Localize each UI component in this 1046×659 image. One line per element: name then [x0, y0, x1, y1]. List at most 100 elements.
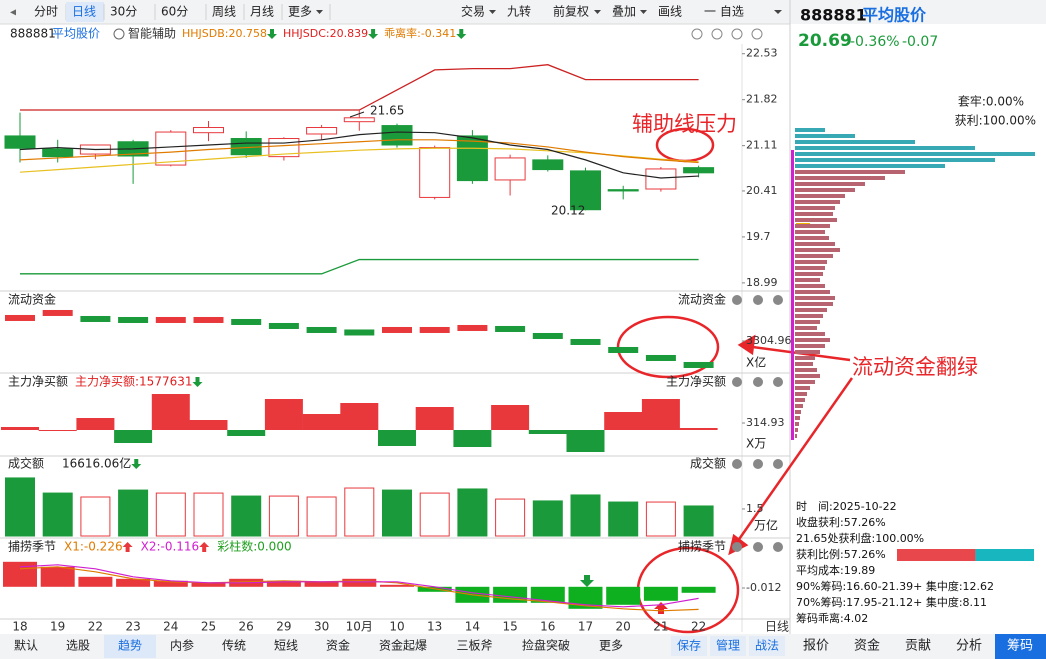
x-tick-label: 19	[50, 620, 65, 634]
candle-body	[494, 157, 526, 181]
bottom-tab[interactable]: 趋势	[118, 639, 142, 653]
x-tick-label: 18	[12, 620, 27, 634]
turnover-bar	[645, 501, 676, 537]
stat: 筹码乖离:4.02	[796, 611, 868, 625]
chip-row	[795, 260, 827, 264]
panel-icon[interactable]	[732, 377, 742, 387]
chip-row	[795, 146, 975, 150]
liquidity-bar	[382, 326, 412, 333]
net-bar	[566, 430, 605, 452]
toolbar-tab[interactable]: 前复权	[553, 4, 589, 19]
dropdown-icon	[774, 10, 782, 14]
toolbar-tab[interactable]: 30分	[110, 5, 137, 19]
side-name: 平均股价	[862, 6, 927, 25]
candle-body	[42, 148, 74, 158]
turnover-bar	[268, 495, 299, 537]
toolbar-tab[interactable]: 60分	[161, 5, 188, 19]
toolbar-tab[interactable]: 一 自选	[704, 5, 744, 19]
chip-row	[795, 338, 830, 342]
x-tick-label: 26	[239, 620, 254, 634]
liquidity-bar	[495, 325, 526, 332]
panel-icon[interactable]	[773, 295, 783, 305]
chip-row	[795, 212, 833, 216]
chip-row	[795, 176, 885, 180]
chip-row	[795, 308, 827, 312]
liquidity-bar	[80, 315, 111, 322]
bottom-tab[interactable]: 默认	[14, 638, 38, 653]
panel-icon[interactable]	[753, 377, 763, 387]
bottom-tab[interactable]: 三板斧	[456, 639, 492, 653]
panel-icon[interactable]	[753, 542, 763, 552]
assist[interactable]: 智能辅助	[128, 26, 176, 41]
net-bar	[114, 430, 153, 443]
y-tick-label: 314.93	[746, 416, 785, 429]
bottom-tab[interactable]: 选股	[66, 639, 90, 653]
chip-row	[795, 236, 829, 240]
assist-icon[interactable]	[113, 28, 125, 40]
candle-body	[381, 125, 413, 146]
panel-icon[interactable]	[773, 542, 783, 552]
panel-icon[interactable]	[753, 295, 763, 305]
action-tab[interactable]: 保存	[677, 639, 701, 653]
net-bar	[151, 394, 190, 430]
side-tab[interactable]: 贡献	[905, 639, 931, 654]
panel-icon[interactable]	[732, 295, 742, 305]
toolbar-tab[interactable]: 画线	[658, 5, 682, 19]
toolbar-tab[interactable]: 交易	[461, 4, 485, 19]
panel-icon[interactable]	[753, 459, 763, 469]
net-bar	[340, 403, 379, 430]
net-bar	[491, 405, 530, 430]
side-tab[interactable]: 报价	[803, 639, 829, 654]
side-tab[interactable]: 筹码	[1007, 638, 1033, 654]
liquidity-bar	[683, 361, 714, 368]
fishing-bar	[153, 580, 188, 587]
net-bar	[415, 407, 454, 430]
bottom-tab[interactable]: 更多	[599, 639, 623, 653]
chip-row	[795, 140, 915, 144]
action-tab[interactable]: 战法	[755, 639, 779, 653]
panel-icon[interactable]	[773, 377, 783, 387]
chip-row	[795, 332, 825, 336]
chip-row	[795, 194, 845, 198]
toolbar-tab[interactable]: 分时	[34, 5, 58, 19]
toolbar-tab[interactable]: 日线	[72, 5, 96, 19]
y-tick-label: 3304.96	[746, 334, 792, 347]
toolbar-tab[interactable]: 周线	[212, 5, 236, 19]
x-tick-label: 29	[276, 620, 291, 634]
bottom-tab[interactable]: 内参	[170, 638, 194, 653]
fishing-bar	[681, 586, 716, 593]
net-bar	[528, 430, 567, 434]
action-tab[interactable]: 管理	[716, 638, 740, 653]
chip-row	[795, 410, 801, 414]
bottom-tab[interactable]: 传统	[222, 638, 246, 653]
chip-row	[795, 326, 817, 330]
toolbar-tab[interactable]: 月线	[250, 5, 274, 19]
x-tick-label: 14	[465, 620, 480, 634]
indicator: 乖离率:-0.341	[384, 26, 456, 40]
side-tab[interactable]: 分析	[956, 639, 982, 654]
trend-arrow	[199, 542, 210, 552]
panel-title-right: 成交额	[690, 456, 726, 471]
bottom-tab[interactable]: 资金起爆	[379, 638, 427, 653]
fishing-bar	[342, 578, 377, 587]
active-tab-bg	[104, 635, 156, 658]
side-tab[interactable]: 资金	[854, 638, 880, 654]
bottom-tab[interactable]: 资金	[326, 638, 350, 653]
bottom-tab[interactable]: 捡盘突破	[522, 638, 570, 653]
turnover-bar	[193, 492, 224, 537]
bottom-tab[interactable]: 短线	[274, 639, 298, 653]
panel-icon[interactable]	[773, 459, 783, 469]
panel-icon[interactable]	[732, 542, 742, 552]
fishing-bar	[40, 566, 75, 587]
info-icons[interactable]	[691, 28, 763, 40]
candle-body	[645, 168, 677, 190]
toolbar-tab[interactable]: 九转	[507, 4, 531, 19]
panel-dividers	[0, 290, 790, 620]
toolbar-tab[interactable]: 叠加	[612, 5, 636, 19]
panel-icon[interactable]	[732, 459, 742, 469]
toolbar-tab[interactable]: 更多	[288, 5, 312, 19]
back-icon[interactable]: ◂	[10, 5, 16, 19]
panel-title: 流动资金	[8, 292, 56, 307]
dropdown-icon	[640, 10, 647, 14]
turnover-bar	[683, 505, 714, 537]
